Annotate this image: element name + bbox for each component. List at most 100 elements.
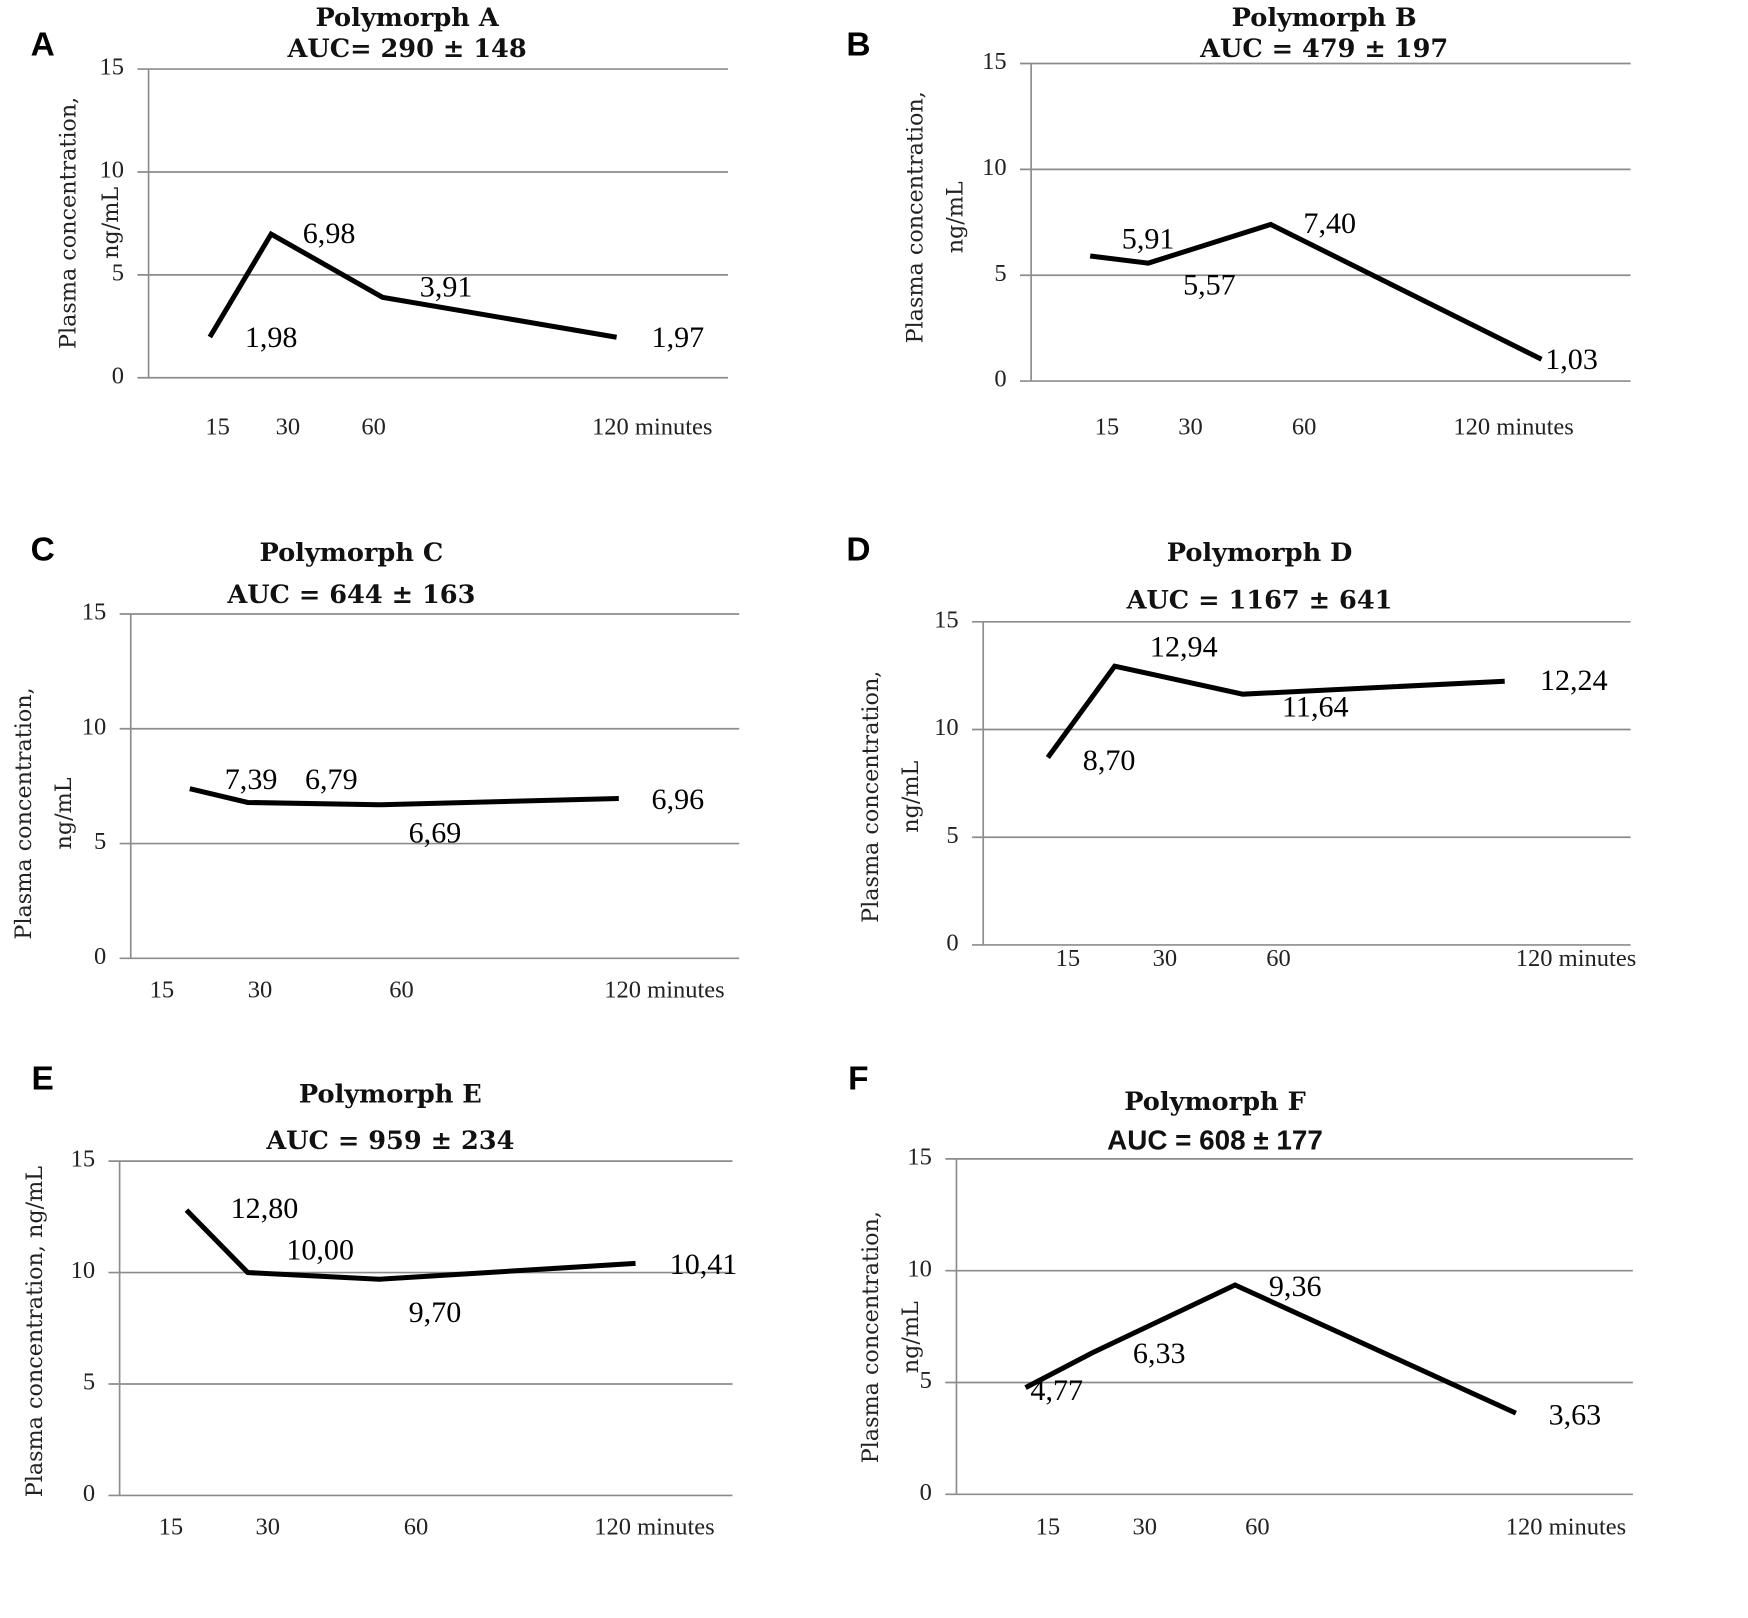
data-label: 12,80	[231, 1191, 299, 1225]
data-label: 1,03	[1545, 342, 1598, 376]
y-tick-label: 15	[100, 54, 125, 81]
data-label: 3,91	[420, 270, 473, 304]
data-label: 10,00	[286, 1232, 354, 1266]
chart-title: Polymorph A	[315, 3, 499, 33]
chart-subtitle-auc: AUC = 1167 ± 641	[1126, 586, 1393, 616]
data-label: 12,24	[1540, 663, 1608, 697]
y-tick-label: 15	[907, 1144, 932, 1171]
data-label: 1,97	[652, 320, 705, 354]
x-tick-label: 60	[1245, 1513, 1270, 1540]
x-tick-label: 120 minutes	[592, 414, 712, 441]
data-label: 6,96	[652, 782, 705, 816]
x-tick-label: 120 minutes	[594, 1513, 714, 1540]
y-tick-label: 15	[71, 1146, 96, 1173]
x-tick-label: 15	[205, 414, 230, 441]
series-line	[189, 786, 619, 808]
data-label: 10,41	[670, 1247, 738, 1281]
chart-title: Polymorph F	[1124, 1087, 1306, 1117]
x-tick-label: 60	[404, 1513, 429, 1540]
y-tick-label: 0	[94, 943, 106, 970]
y-tick-label: 0	[83, 1480, 95, 1507]
y-tick-label: 10	[71, 1257, 96, 1284]
x-tick-label: 60	[361, 414, 385, 441]
series-line	[1024, 1282, 1517, 1416]
data-label: 9,36	[1269, 1269, 1322, 1303]
y-tick-label: 15	[982, 48, 1007, 75]
x-tick-label: 30	[1153, 945, 1178, 972]
data-label: 6,69	[409, 816, 462, 850]
data-label: 12,94	[1150, 630, 1218, 664]
data-label: 8,70	[1083, 743, 1136, 777]
y-tick-label: 10	[82, 713, 107, 740]
chart-subtitle-auc: AUC = 644 ± 163	[226, 580, 475, 610]
x-tick-label: 60	[1292, 414, 1317, 441]
y-tick-label: 5	[112, 259, 124, 286]
x-tick-label: 60	[1266, 945, 1291, 972]
x-tick-label: 120 minutes	[1453, 414, 1573, 441]
series-line	[1045, 663, 1505, 759]
chart-panel-f: F Polymorph F AUC = 608 ± 177 0 5 10 15 15 30 60 1…	[848, 1061, 1633, 1540]
chart-subtitle-auc: AUC = 959 ± 234	[265, 1126, 514, 1156]
x-tick-label: 15	[150, 976, 175, 1003]
panel-letter: B	[846, 27, 870, 64]
chart-title: Polymorph D	[1167, 538, 1353, 568]
chart-title: Polymorph B	[1232, 3, 1417, 33]
chart-title: Polymorph C	[259, 538, 443, 568]
panel-letter: A	[31, 27, 55, 64]
y-axis-label: Plasma concentration, ng/mL	[22, 1166, 48, 1498]
data-label: 7,40	[1303, 206, 1356, 240]
data-label: 9,70	[409, 1295, 462, 1329]
y-tick-label: 5	[946, 822, 958, 849]
chart-panel-d: D Polymorph D AUC = 1167 ± 641 0 5 10 15 15 30 60…	[846, 531, 1636, 972]
chart-panel-c: C Polymorph C AUC = 644 ± 163 0 5 10 15 15 30 60 1…	[11, 531, 740, 1003]
x-tick-label: 15	[159, 1513, 184, 1540]
panel-letter: D	[846, 531, 870, 568]
panel-letter: F	[848, 1061, 868, 1098]
panel-letter: E	[32, 1061, 54, 1098]
y-axis-label: ng/mL	[942, 181, 968, 253]
x-tick-label: 30	[248, 976, 272, 1003]
y-tick-label: 0	[112, 362, 124, 389]
y-axis-label: Plasma concentration,	[55, 97, 81, 349]
x-tick-label: 15	[1036, 1513, 1061, 1540]
series-line	[1089, 221, 1543, 362]
chart-panel-e: E Polymorph E AUC = 959 ± 234 0 5 10 15 15 30 60 1…	[22, 1061, 737, 1541]
x-tick-label: 30	[256, 1513, 280, 1540]
x-tick-label: 15	[1056, 945, 1081, 972]
data-label: 5,57	[1183, 267, 1236, 301]
x-tick-label: 15	[1095, 414, 1120, 441]
y-tick-label: 10	[982, 154, 1007, 181]
chart-subtitle-auc: AUC = 608 ± 177	[1107, 1125, 1323, 1156]
x-tick-label: 30	[1133, 1513, 1158, 1540]
y-tick-label: 5	[994, 260, 1006, 287]
y-tick-label: 10	[100, 157, 125, 184]
y-axis-label: ng/mL	[898, 1301, 924, 1373]
x-tick-label: 120 minutes	[1516, 945, 1636, 972]
y-tick-label: 10	[907, 1255, 932, 1282]
series-line	[207, 230, 618, 340]
x-tick-label: 30	[1178, 414, 1203, 441]
chart-subtitle-auc: AUC = 479 ± 197	[1199, 34, 1448, 64]
y-tick-label: 5	[94, 828, 106, 855]
data-label: 3,63	[1549, 1397, 1602, 1431]
data-label: 6,98	[303, 216, 356, 250]
x-tick-label: 120 minutes	[604, 976, 724, 1003]
x-tick-label: 60	[389, 976, 413, 1003]
x-tick-label: 120 minutes	[1506, 1513, 1626, 1540]
data-label: 11,64	[1282, 690, 1349, 724]
panel-letter: C	[31, 531, 55, 568]
y-axis-label: Plasma concentration,	[902, 91, 928, 343]
y-axis-label: Plasma concentration,	[858, 1211, 884, 1463]
y-axis-label: ng/mL	[51, 777, 77, 849]
y-tick-label: 5	[83, 1369, 95, 1396]
y-tick-label: 5	[920, 1367, 932, 1394]
y-tick-label: 0	[946, 930, 958, 957]
series-line	[184, 1208, 636, 1282]
y-tick-label: 0	[920, 1479, 932, 1506]
x-tick-label: 30	[276, 414, 300, 441]
y-axis-label: Plasma concentration,	[11, 687, 37, 939]
data-label: 1,98	[245, 320, 298, 354]
